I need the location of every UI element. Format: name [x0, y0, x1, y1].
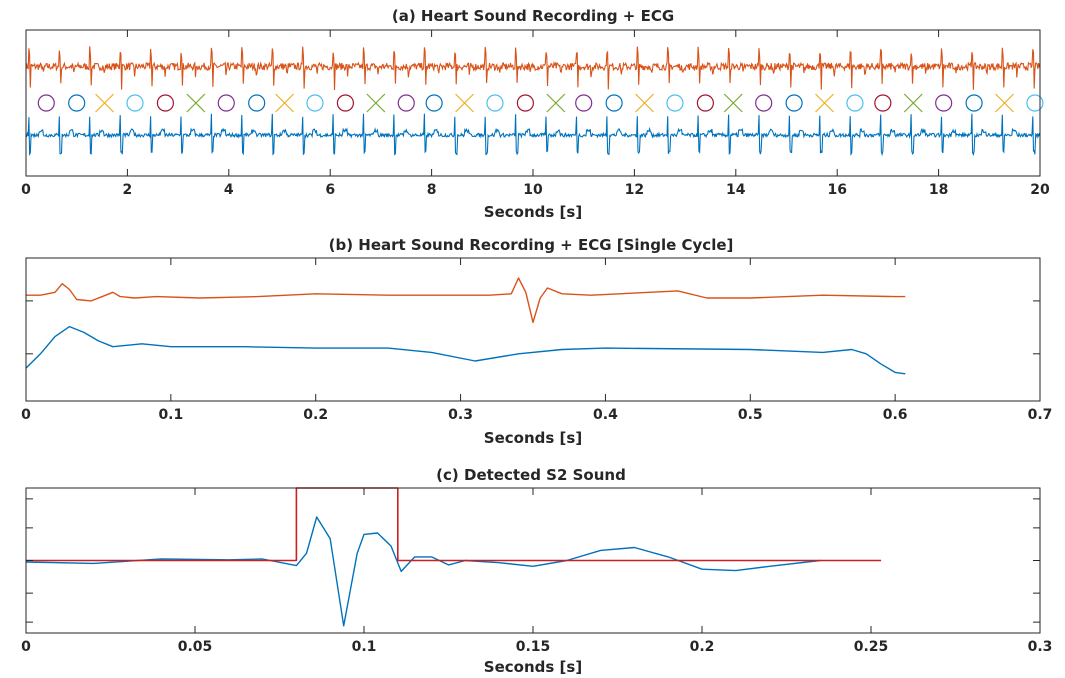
x-tick-label: 10 — [523, 182, 543, 198]
panel-c-ticks: 0 0.05 0.1 0.15 0.2 0.25 0.3 — [21, 488, 1052, 655]
x-tick-label: 18 — [929, 182, 948, 198]
marker-circle — [306, 94, 324, 112]
marker-circle — [516, 94, 534, 112]
marker-circle — [397, 94, 415, 112]
marker-circle — [425, 94, 443, 112]
series-ecg — [25, 325, 906, 375]
x-tick-label: 0.2 — [303, 407, 328, 423]
panel-a-xlabel: Seconds [s] — [484, 203, 582, 221]
x-tick-label: 0.1 — [158, 407, 183, 423]
x-tick-label: 16 — [827, 182, 846, 198]
marker-x — [723, 93, 743, 113]
panel-a-title: (a) Heart Sound Recording + ECG — [392, 7, 674, 25]
x-tick-label: 0.3 — [1028, 639, 1053, 655]
x-tick-label: 14 — [726, 182, 746, 198]
marker-x — [95, 93, 115, 113]
panel-c: (c) Detected S2 Sound 0 0.05 0.1 0.15 0.2 0.2… — [21, 466, 1052, 676]
panel-b-plot — [25, 277, 906, 375]
marker-circle — [486, 94, 504, 112]
panel-a: (a) Heart Sound Recording + ECG 0 2 4 6 8 10 1… — [21, 7, 1050, 221]
x-tick-label: 20 — [1030, 182, 1050, 198]
marker-x — [903, 93, 923, 113]
marker-x — [635, 93, 654, 113]
x-tick-label: 4 — [224, 182, 234, 198]
x-tick-label: 6 — [325, 182, 335, 198]
panel-a-ticks: 0 2 4 6 8 10 12 14 16 18 20 — [21, 30, 1050, 198]
series-s2_detection — [26, 487, 882, 562]
panel-c-xlabel: Seconds [s] — [484, 658, 582, 676]
marker-circle — [605, 94, 623, 112]
series-ecg — [25, 113, 1041, 157]
x-tick-label: 0 — [21, 407, 31, 423]
marker-circle — [846, 94, 864, 112]
series-pcg — [25, 46, 1041, 91]
panel-a-plot — [25, 46, 1041, 157]
marker-circle — [696, 94, 714, 112]
x-tick-label: 0.1 — [352, 639, 377, 655]
x-tick-label: 0.3 — [448, 407, 473, 423]
marker-circle — [217, 94, 235, 112]
x-tick-label: 0.2 — [690, 639, 715, 655]
marker-x — [186, 93, 206, 113]
x-tick-label: 0.05 — [178, 639, 213, 655]
x-tick-label: 8 — [427, 182, 437, 198]
marker-circle — [755, 94, 773, 112]
panel-b-title: (b) Heart Sound Recording + ECG [Single … — [329, 236, 734, 254]
marker-circle — [37, 94, 55, 112]
marker-circle — [68, 94, 86, 112]
panel-b-axes — [25, 257, 1041, 402]
panel-b: (b) Heart Sound Recording + ECG [Single … — [21, 236, 1052, 447]
x-tick-label: 0.15 — [516, 639, 551, 655]
x-tick-label: 0.4 — [593, 407, 618, 423]
marker-circle — [965, 94, 983, 112]
x-tick-label: 0.7 — [1028, 407, 1053, 423]
marker-x — [546, 93, 566, 113]
panel-a-markers — [37, 93, 1044, 113]
marker-x — [995, 93, 1014, 113]
panel-b-xlabel: Seconds [s] — [484, 429, 582, 447]
marker-circle — [874, 94, 892, 112]
marker-circle — [785, 94, 803, 112]
marker-x — [275, 93, 294, 113]
series-s2_signal — [25, 516, 821, 627]
marker-circle — [156, 94, 175, 112]
x-tick-label: 12 — [625, 182, 644, 198]
marker-x — [455, 93, 474, 113]
marker-x — [366, 93, 386, 113]
marker-circle — [1026, 94, 1044, 112]
marker-x — [815, 93, 834, 113]
x-tick-label: 0.25 — [854, 639, 889, 655]
marker-circle — [126, 94, 144, 112]
x-tick-label: 0 — [21, 639, 31, 655]
panel-b-ticks: 0 0.1 0.2 0.3 0.4 0.5 0.6 0.7 — [21, 258, 1052, 423]
panel-c-title: (c) Detected S2 Sound — [436, 466, 626, 484]
series-pcg — [26, 277, 906, 324]
marker-circle — [935, 94, 953, 112]
panel-c-plot — [25, 487, 882, 627]
x-tick-label: 0.5 — [738, 407, 763, 423]
marker-circle — [575, 94, 593, 112]
marker-circle — [336, 94, 355, 112]
marker-circle — [666, 94, 684, 112]
x-tick-label: 0.6 — [883, 407, 908, 423]
marker-circle — [248, 94, 266, 112]
x-tick-label: 0 — [21, 182, 31, 198]
x-tick-label: 2 — [123, 182, 133, 198]
